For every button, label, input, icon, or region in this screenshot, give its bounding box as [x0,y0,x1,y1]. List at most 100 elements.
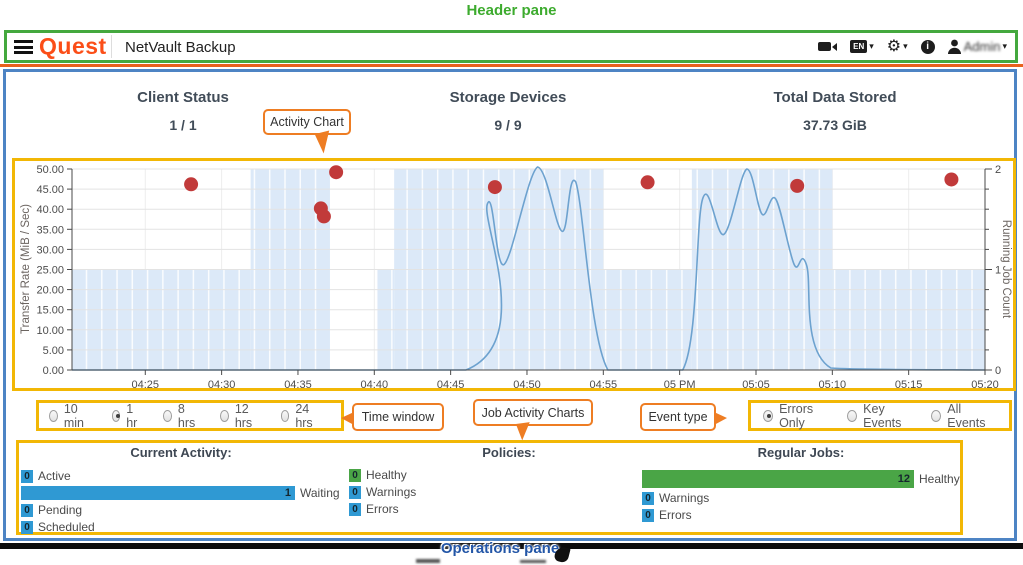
chevron-down-icon: ▾ [869,41,874,51]
svg-text:1: 1 [995,265,1001,277]
radio-button-icon[interactable] [49,409,58,422]
job-summary-row: 0 Warnings [349,485,669,499]
radio-errors-only[interactable]: Errors Only [763,402,830,430]
info-icon[interactable]: i [920,39,935,54]
radio-button-icon[interactable] [847,409,858,422]
user-menu[interactable]: Admin ▾ [947,39,1007,54]
count-label: Pending [38,503,83,517]
radio-10-min[interactable]: 10 min [49,402,90,430]
count-label: Healthy [919,472,960,486]
job-summary-row: 0 Active [21,469,341,483]
quest-logo[interactable]: Quest [39,33,107,59]
radio-label: 12 hrs [234,401,253,430]
event-type-group: Errors Only Key Events All Events [748,400,1012,431]
svg-text:0: 0 [995,365,1001,377]
stat-client-status: Client Status 1 / 1 [73,89,293,133]
job-summary-row: 0 Healthy [349,468,669,482]
radio-key-events[interactable]: Key Events [847,402,914,430]
language-icon[interactable]: EN ▾ [850,40,874,53]
job-activity-band [603,269,692,370]
header-divider [111,35,112,58]
job-summary-row: 12 Healthy [642,470,960,488]
current-activity-column: Current Activity: 0 Active 1 Waiting 0 Pendin… [21,445,341,534]
count-label: Active [38,469,71,483]
radio-all-events[interactable]: All Events [931,402,992,430]
svg-text:50.00: 50.00 [36,164,64,176]
count-value: 1 [284,487,291,499]
section-title: Current Activity: [130,445,232,460]
count-label: Warnings [366,485,417,499]
error-event-dot [329,165,344,180]
callout-pointer [341,412,354,425]
chevron-down-icon: ▾ [1002,41,1007,51]
svg-text:05:05: 05:05 [742,379,770,388]
callout-pointer [314,130,335,155]
radio-12-hrs[interactable]: 12 hrs [220,402,259,430]
svg-text:04:30: 04:30 [208,379,236,388]
menu-hamburger-icon[interactable] [14,40,33,54]
stat-total-data-stored: Total Data Stored 37.73 GiB [725,89,945,133]
activity-chart-callout: Activity Chart [263,109,351,155]
radio-button-icon[interactable] [280,409,290,422]
radio-1-hr[interactable]: 1 hr [111,402,141,430]
radio-label: Key Events [863,401,902,430]
event-type-callout: Event type [640,403,727,431]
count-label: Errors [366,502,399,516]
radio-button-icon[interactable] [220,409,229,422]
right-axis-title: Running Job Count [1000,220,1012,319]
radio-label: All Events [947,401,986,430]
stat-label: Total Data Stored [773,89,897,106]
svg-text:25.00: 25.00 [36,265,64,277]
job-activity-charts-callout: Job Activity Charts [473,399,593,441]
count-badge: 0 [642,491,654,505]
stat-storage-devices: Storage Devices 9 / 9 [398,89,618,133]
radio-button-icon[interactable] [111,409,121,422]
regular-jobs-column: Regular Jobs: 12 Healthy 0 Warnings 0 Errors [642,445,960,522]
radio-24-hrs[interactable]: 24 hrs [280,401,320,430]
svg-text:10.00: 10.00 [36,325,64,337]
count-label: Healthy [366,468,407,482]
svg-text:05:10: 05:10 [819,379,847,388]
svg-text:05:20: 05:20 [971,379,999,388]
count-label: Warnings [659,491,710,505]
error-event-dot [790,178,805,193]
radio-button-icon[interactable] [763,409,774,422]
count-badge: 0 [349,468,361,482]
callout-pointer [515,422,533,441]
operations-pane: Current Activity: 0 Active 1 Waiting 0 Pendin… [16,440,963,535]
error-event-dot [640,175,655,190]
radio-8-hrs[interactable]: 8 hrs [162,401,198,430]
svg-text:04:45: 04:45 [437,379,465,388]
app-title: NetVault Backup [125,39,236,56]
error-event-dot [316,209,331,224]
callout-text: Event type [648,410,708,424]
radio-button-icon[interactable] [931,409,942,422]
radio-label: 8 hrs [177,401,196,430]
chevron-down-icon: ▾ [903,41,908,51]
count-badge: 0 [349,485,361,499]
left-axis-title: Transfer Rate (MiB / Sec) [20,204,32,334]
svg-text:15.00: 15.00 [36,305,64,317]
job-summary-row: 0 Scheduled [21,520,341,534]
svg-text:40.00: 40.00 [36,204,64,216]
count-value: 12 [897,473,910,485]
section-title: Regular Jobs: [757,445,845,460]
svg-text:05:15: 05:15 [895,379,923,388]
brand-rule [0,64,1023,67]
video-icon[interactable] [818,42,838,51]
svg-text:04:35: 04:35 [284,379,312,388]
job-summary-row: 1 Waiting [21,486,341,500]
radio-label: 24 hrs [295,401,313,430]
settings-wrench-icon[interactable]: ⚙ ▾ [886,37,908,55]
radio-button-icon[interactable] [162,409,172,422]
stat-value: 37.73 GiB [803,117,867,133]
stat-value: 1 / 1 [169,117,197,133]
svg-text:04:55: 04:55 [590,379,618,388]
svg-text:45.00: 45.00 [36,184,64,196]
svg-text:5.00: 5.00 [43,345,64,357]
count-bar: 12 [642,470,914,488]
callout-text: Job Activity Charts [481,405,585,420]
job-summary-row: 0 Pending [21,503,341,517]
window-edge-bar [0,543,1023,549]
job-summary-row: 0 Warnings [642,491,960,505]
